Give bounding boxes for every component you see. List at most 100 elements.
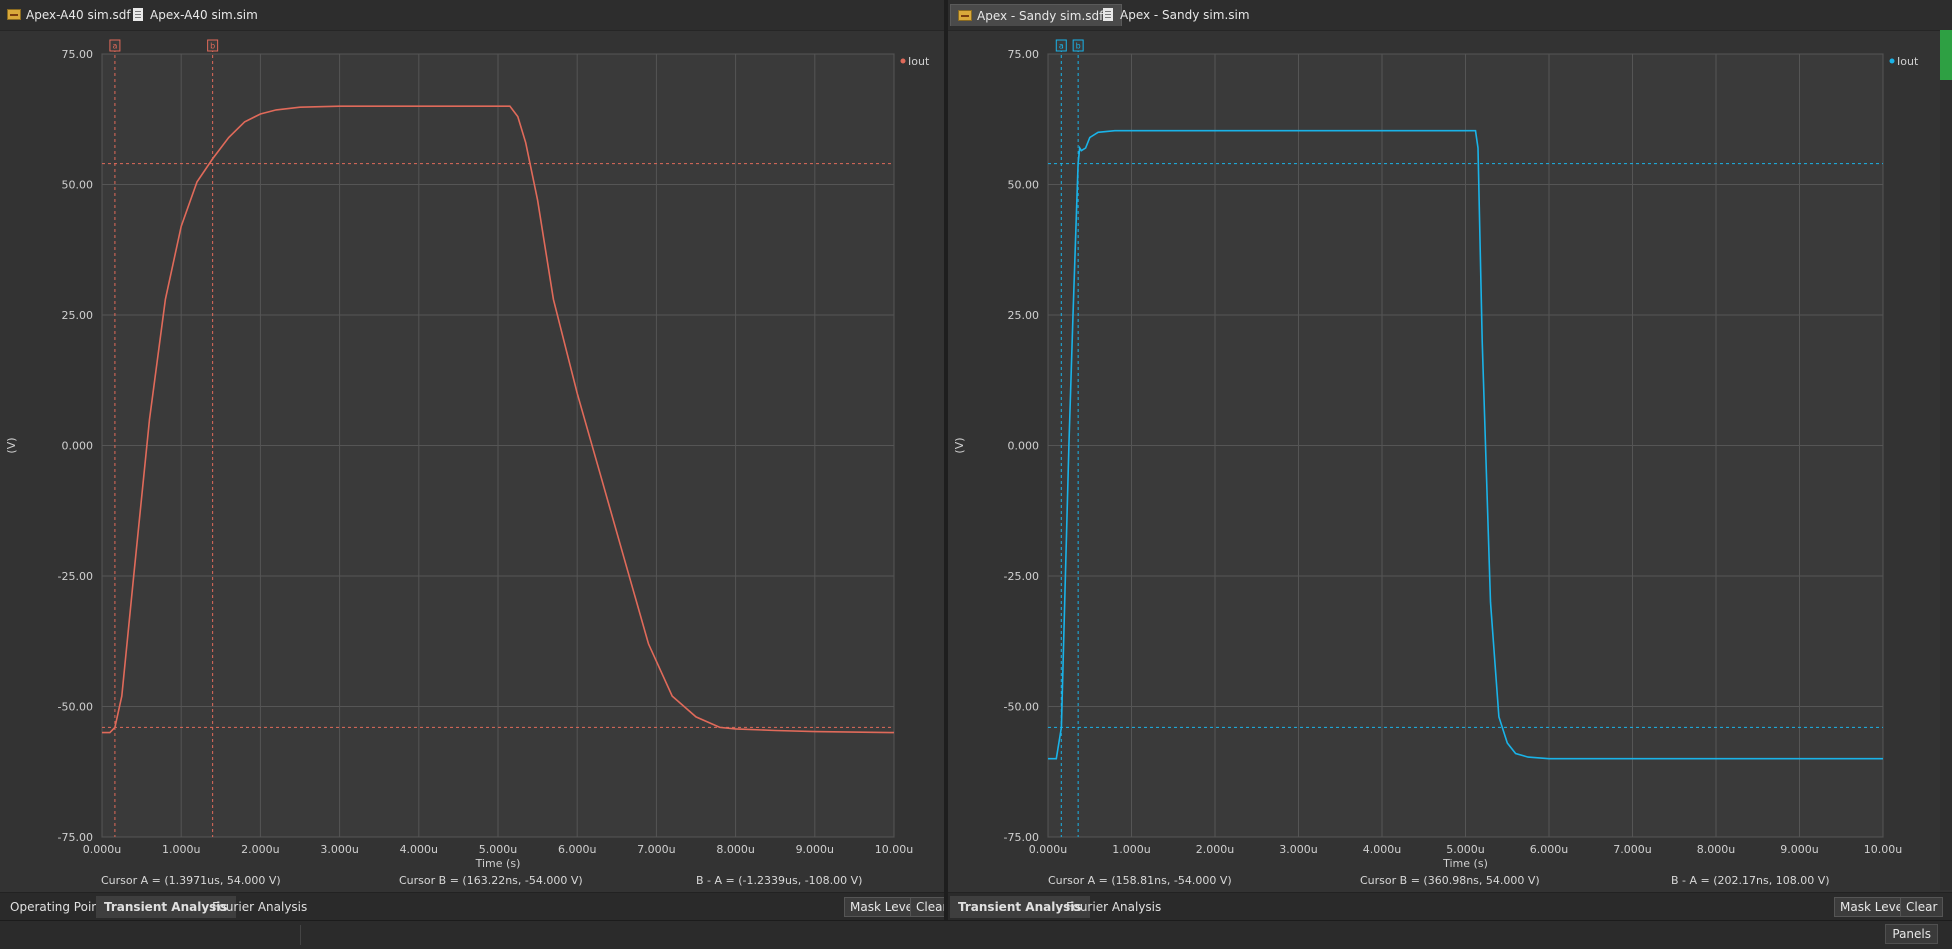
- tab-apex-sandy-sim[interactable]: Apex - Sandy sim.sim: [1094, 4, 1258, 26]
- y-tick-label: -50.00: [58, 701, 93, 714]
- tab-apex-sandy-sdf[interactable]: Apex - Sandy sim.sdf *: [950, 4, 1123, 26]
- mask-level-button[interactable]: Mask Level: [844, 897, 923, 917]
- x-tick-label: 5.000u: [1446, 843, 1484, 856]
- left-document-tabbar: Apex-A40 sim.sdf * Apex-A40 sim.sim: [0, 0, 944, 31]
- x-tick-label: 6.000u: [1530, 843, 1568, 856]
- y-tick-label: 25.00: [62, 309, 94, 322]
- x-tick-label: 1.000u: [1112, 843, 1150, 856]
- y-tick-label: 75.00: [1008, 48, 1040, 61]
- legend: Iout: [900, 55, 930, 68]
- right-analysis-tabs: Transient Analysis Fourier Analysis Mask…: [948, 892, 1952, 921]
- mask-level-button[interactable]: Mask Level: [1834, 897, 1913, 917]
- x-tick-label: 0.000u: [83, 843, 121, 856]
- tab-transient-analysis[interactable]: Transient Analysis: [96, 896, 236, 918]
- clear-button[interactable]: Clear: [1900, 897, 1944, 917]
- vertical-scrollbar[interactable]: [1940, 30, 1952, 890]
- x-tick-label: 4.000u: [400, 843, 438, 856]
- left-waveform-pane: Apex-A40 sim.sdf * Apex-A40 sim.sim 75.0…: [0, 0, 954, 921]
- x-tick-labels: 0.000u 1.000u 2.000u 3.000u 4.000u 5.000u 6.00…: [83, 843, 913, 856]
- grid: [101, 53, 895, 838]
- legend: Iout: [1889, 55, 1919, 68]
- legend-entry-iout: Iout: [1897, 55, 1919, 68]
- cursor-a-handle[interactable]: [109, 39, 121, 52]
- y-tick-label: -50.00: [1004, 701, 1039, 714]
- x-tick-label: 2.000u: [241, 843, 279, 856]
- y-tick-label: 0.000: [62, 440, 94, 453]
- y-axis-label: (V): [953, 437, 966, 453]
- x-tick-label: 7.000u: [637, 843, 675, 856]
- left-transient-chart[interactable]: 75.00 50.00 25.00 0.000 -25.00 -50.00 -75.00 0…: [0, 30, 944, 875]
- sim-doc-icon: [133, 8, 143, 21]
- x-tick-label: 8.000u: [1697, 843, 1735, 856]
- x-tick-label: 3.000u: [320, 843, 358, 856]
- clear-button[interactable]: Clear: [910, 897, 954, 917]
- cursor-b-tag: b: [210, 42, 215, 51]
- sim-doc-icon: [1103, 8, 1113, 21]
- cursor-a-readout: Cursor A = (158.81ns, -54.000 V): [1048, 874, 1232, 887]
- x-tick-label: 7.000u: [1613, 843, 1651, 856]
- cursor-a-handle[interactable]: [1055, 39, 1067, 52]
- cursor-b-handle[interactable]: [207, 39, 219, 52]
- grid: [1047, 53, 1884, 838]
- cursor-a-readout: Cursor A = (1.3971us, 54.000 V): [101, 874, 281, 887]
- series-line-iout: [1048, 129, 1883, 760]
- tab-fourier-analysis[interactable]: Fourier Analysis: [212, 900, 308, 914]
- x-tick-label: 2.000u: [1196, 843, 1234, 856]
- legend-marker: [900, 58, 906, 64]
- x-tick-label: 3.000u: [1279, 843, 1317, 856]
- y-tick-label: 25.00: [1008, 309, 1040, 322]
- x-tick-label: 1.000u: [162, 843, 200, 856]
- right-document-tabbar: Apex - Sandy sim.sdf * Apex - Sandy sim.…: [948, 0, 1952, 31]
- x-tick-label: 6.000u: [558, 843, 596, 856]
- y-tick-labels: 75.00 50.00 25.00 0.000 -25.00 -50.00 -75.00: [58, 48, 93, 844]
- x-axis-label: Time (s): [1442, 857, 1488, 870]
- right-transient-chart[interactable]: 75.00 50.00 25.00 0.000 -25.00 -50.00 -75.00 0…: [948, 30, 1940, 875]
- tab-fourier-analysis[interactable]: Fourier Analysis: [1066, 900, 1162, 914]
- y-tick-label: 50.00: [1008, 179, 1040, 192]
- y-tick-label: -25.00: [58, 570, 93, 583]
- y-tick-label: 50.00: [62, 179, 94, 192]
- cursor-a-tag: a: [1059, 42, 1064, 51]
- tab-operating-point[interactable]: Operating Point: [10, 900, 104, 914]
- right-waveform-pane: Apex - Sandy sim.sdf * Apex - Sandy sim.…: [948, 0, 1952, 921]
- tab-label: Apex - Sandy sim.sim: [1120, 8, 1250, 22]
- waveform-doc-icon: [958, 10, 972, 21]
- y-tick-label: 0.000: [1008, 440, 1040, 453]
- y-tick-label: -75.00: [58, 831, 93, 844]
- x-tick-label: 9.000u: [1780, 843, 1818, 856]
- cursor-b-tag: b: [1076, 42, 1081, 51]
- y-tick-label: 75.00: [62, 48, 94, 61]
- y-axis-label: (V): [5, 437, 18, 453]
- x-tick-label: 4.000u: [1363, 843, 1401, 856]
- waveform-doc-icon: [7, 9, 21, 20]
- legend-entry-iout: Iout: [908, 55, 930, 68]
- status-divider: [300, 925, 301, 945]
- tab-label: Apex-A40 sim.sim: [150, 8, 258, 22]
- pane-splitter[interactable]: [944, 0, 948, 948]
- x-tick-label: 8.000u: [716, 843, 754, 856]
- panels-button[interactable]: Panels: [1885, 924, 1938, 944]
- x-axis-label: Time (s): [475, 857, 521, 870]
- y-tick-label: -25.00: [1004, 570, 1039, 583]
- tab-label: Apex-A40 sim.sdf *: [26, 8, 141, 22]
- x-tick-labels: 0.000u 1.000u 2.000u 3.000u 4.000u 5.000u 6.00…: [1029, 843, 1902, 856]
- y-tick-label: -75.00: [1004, 831, 1039, 844]
- cursor-diff-readout: B - A = (-1.2339us, -108.00 V): [696, 874, 863, 887]
- status-bar: Panels: [0, 920, 1952, 949]
- legend-marker: [1889, 58, 1895, 64]
- y-tick-labels: 75.00 50.00 25.00 0.000 -25.00 -50.00 -75.00: [1004, 48, 1039, 844]
- x-tick-label: 0.000u: [1029, 843, 1067, 856]
- series-line-iout: [102, 105, 895, 734]
- tab-transient-analysis[interactable]: Transient Analysis: [950, 896, 1090, 918]
- left-analysis-tabs: Operating Point Transient Analysis Fouri…: [0, 892, 954, 921]
- cursor-b-handle[interactable]: [1072, 39, 1084, 52]
- tab-apex-a40-sdf[interactable]: Apex-A40 sim.sdf *: [0, 4, 148, 26]
- tab-label: Apex - Sandy sim.sdf *: [977, 9, 1114, 23]
- x-tick-label: 10.00u: [1864, 843, 1902, 856]
- x-tick-label: 10.00u: [875, 843, 913, 856]
- cursor-diff-readout: B - A = (202.17ns, 108.00 V): [1671, 874, 1830, 887]
- x-tick-label: 5.000u: [479, 843, 517, 856]
- x-tick-label: 9.000u: [796, 843, 834, 856]
- tab-apex-a40-sim[interactable]: Apex-A40 sim.sim: [124, 4, 266, 26]
